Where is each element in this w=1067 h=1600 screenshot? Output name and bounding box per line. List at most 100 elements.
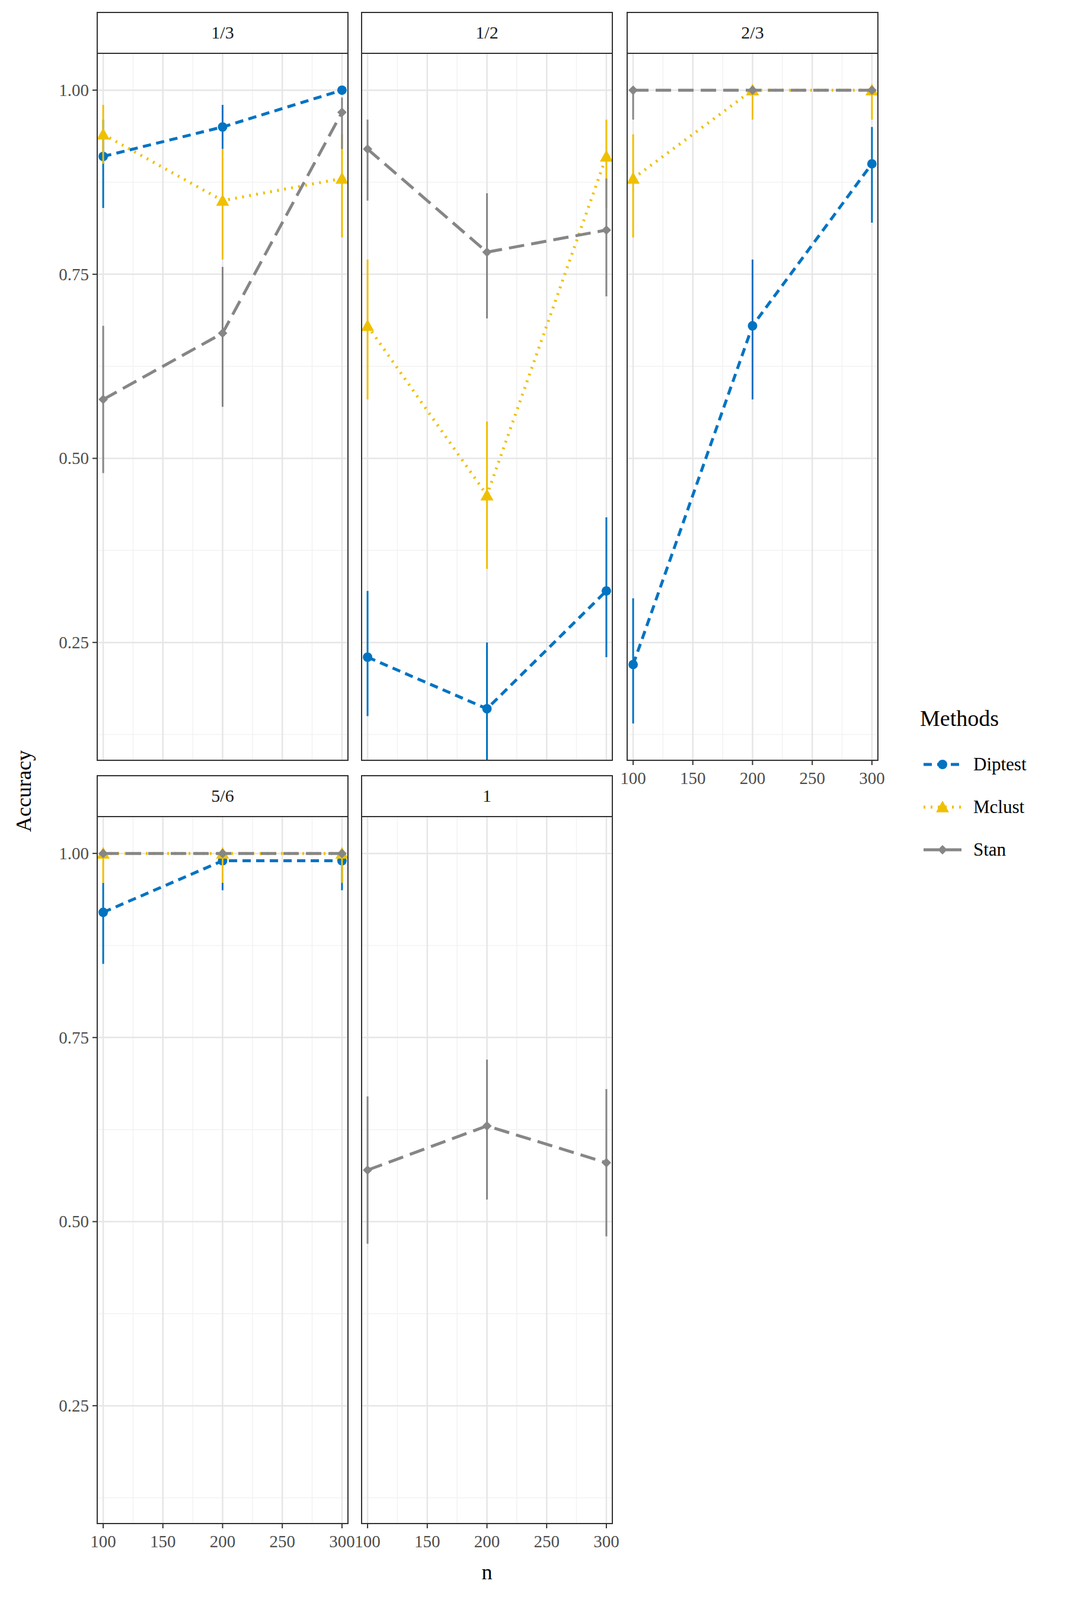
minor-grid [516, 816, 518, 1525]
panel-border [97, 816, 348, 1525]
point [627, 171, 640, 184]
legend-marker [937, 845, 948, 855]
legend: MethodsDiptestMclustStan [919, 705, 1027, 861]
tick [366, 1524, 369, 1529]
minor-grid [132, 816, 134, 1525]
point [867, 158, 877, 169]
point [482, 1121, 493, 1132]
grid-line [545, 816, 548, 1525]
panel-title: 1/3 [211, 22, 234, 43]
panel-title: 5/6 [211, 786, 234, 806]
background [0, 0, 1067, 1600]
tick-label: 300 [593, 1532, 620, 1552]
strip [361, 775, 613, 817]
grid-line [281, 53, 284, 761]
error-bar [605, 178, 608, 297]
tick-label: 200 [474, 1532, 501, 1552]
plot-area [97, 53, 348, 761]
minor-grid [251, 816, 254, 1525]
minor-grid [456, 53, 458, 761]
error-bar [486, 642, 488, 761]
tick [632, 760, 634, 766]
point [362, 1165, 373, 1176]
minor-grid [456, 816, 458, 1525]
minor-grid [841, 53, 843, 761]
minor-grid [192, 816, 194, 1525]
tick-label: 0.50 [58, 1212, 89, 1232]
x-axis-title: n [481, 1560, 493, 1585]
minor-grid [576, 53, 578, 761]
tick-label: 150 [149, 1532, 177, 1552]
grid-line [341, 816, 344, 1525]
tick [692, 760, 694, 766]
tick [92, 641, 98, 644]
tick-label: 200 [209, 1532, 236, 1552]
tick-label: 0.25 [58, 1396, 89, 1416]
point [337, 85, 347, 95]
tick-label: 100 [354, 1532, 381, 1552]
point [98, 908, 108, 918]
tick-label: 0.50 [58, 448, 89, 468]
strip [97, 775, 348, 817]
point [628, 85, 638, 95]
tick-label: 250 [533, 1532, 560, 1552]
plot-area [361, 816, 613, 1525]
grid-line [632, 53, 635, 761]
tick-label: 0.75 [58, 1028, 89, 1048]
series-line [103, 112, 343, 400]
minor-grid [576, 816, 578, 1525]
strip [361, 12, 613, 54]
tick [811, 760, 813, 766]
tick [92, 273, 98, 276]
minor-grid [132, 53, 134, 761]
point [337, 107, 347, 117]
panel: 1100150200250300 [354, 775, 619, 1552]
panel-border [361, 53, 613, 761]
error-bar [340, 134, 343, 238]
point [98, 394, 108, 405]
error-bar [102, 883, 105, 965]
series-line [367, 590, 607, 709]
series-line [103, 134, 343, 201]
legend-marker [937, 759, 948, 770]
error-bar [366, 119, 369, 201]
tick-label: 250 [799, 768, 826, 788]
grid-line [102, 53, 105, 761]
tick [92, 457, 98, 459]
error-bar [221, 853, 224, 891]
grid-line [341, 53, 344, 761]
tick-label: 1.00 [58, 844, 89, 864]
legend-label: Mclust [973, 796, 1025, 818]
plot-area [627, 53, 878, 761]
point [362, 144, 373, 155]
tick [222, 1524, 224, 1529]
point [218, 122, 228, 132]
strip [97, 12, 348, 54]
minor-grid [251, 53, 254, 761]
minor-grid [311, 816, 313, 1525]
tick [341, 1524, 343, 1529]
point [601, 225, 612, 235]
data-group [362, 1059, 612, 1245]
grid-line [486, 816, 488, 1525]
minor-grid [662, 53, 664, 761]
point [748, 321, 758, 331]
panel-title: 2/3 [740, 22, 764, 43]
panel-title: 1/2 [475, 22, 498, 43]
point [748, 85, 758, 95]
legend-marker [935, 800, 950, 813]
tick-label: 250 [269, 1532, 296, 1552]
point [216, 194, 230, 207]
legend-label: Stan [973, 839, 1007, 861]
tick [162, 1524, 164, 1529]
legend-title: Methods [919, 705, 999, 731]
point [599, 149, 613, 162]
tick [426, 1524, 428, 1529]
point [628, 659, 638, 670]
tick [871, 760, 873, 766]
data-group [97, 847, 348, 964]
point [362, 652, 373, 663]
tick [92, 1037, 98, 1039]
tick-label: 0.75 [58, 264, 89, 284]
tick [92, 89, 98, 91]
